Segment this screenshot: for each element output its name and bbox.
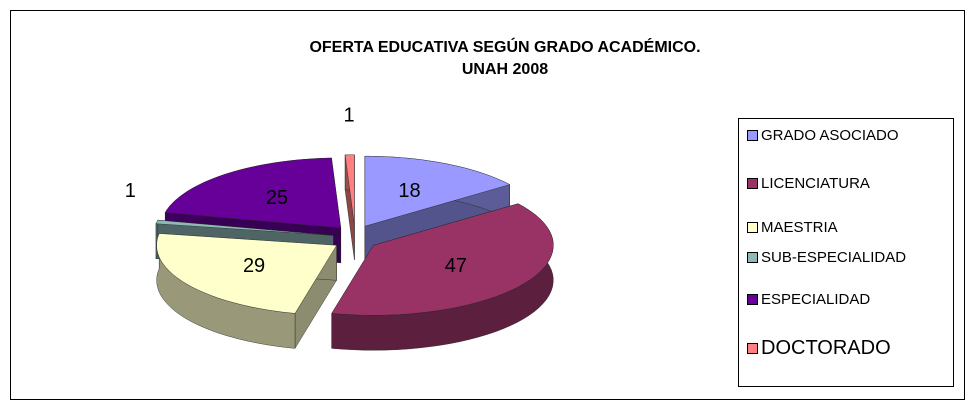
slice [331, 203, 554, 316]
slice [364, 156, 511, 227]
legend-marker [747, 130, 758, 141]
slice-group [344, 154, 355, 260]
legend-entry: LICENCIATURA [747, 175, 911, 192]
slice [155, 219, 334, 236]
data-label: 1 [125, 180, 136, 202]
legend-entry: MAESTRIA [747, 219, 911, 236]
data-label: 25 [266, 187, 288, 209]
slice [344, 154, 355, 225]
legend-label: MAESTRIA [761, 219, 838, 236]
data-label: 18 [398, 180, 420, 202]
slice-group [331, 203, 554, 351]
data-label: 1 [343, 105, 354, 127]
legend-entry: SUB-ESPECIALIDAD [747, 249, 911, 266]
data-label: 29 [243, 255, 265, 277]
chart-title: UNAH 2008 [462, 61, 548, 78]
legend-marker [747, 252, 758, 263]
legend-label: SUB-ESPECIALIDAD [761, 249, 907, 266]
data-label: 47 [445, 255, 467, 277]
chart-title: OFERTA EDUCATIVA SEGÚN GRADO ACADÉMICO. [309, 37, 700, 56]
legend-marker [747, 222, 758, 233]
legend-marker [747, 294, 758, 305]
legend-entry: GRADO ASOCIADO [747, 127, 911, 144]
legend-marker [747, 343, 758, 354]
legend-marker [747, 178, 758, 189]
legend-entry: ESPECIALIDAD [747, 291, 911, 308]
legend-label: GRADO ASOCIADO [761, 127, 899, 144]
legend-label: DOCTORADO [761, 337, 891, 359]
legend: GRADO ASOCIADO LICENCIATURA MAESTRIA SUB-ES… [738, 118, 954, 387]
slice [156, 233, 337, 314]
slice-group [156, 233, 337, 350]
legend-label: LICENCIATURA [761, 175, 870, 192]
legend-label: ESPECIALIDAD [761, 291, 871, 308]
slice [164, 157, 342, 229]
legend-entry: DOCTORADO [747, 337, 911, 359]
